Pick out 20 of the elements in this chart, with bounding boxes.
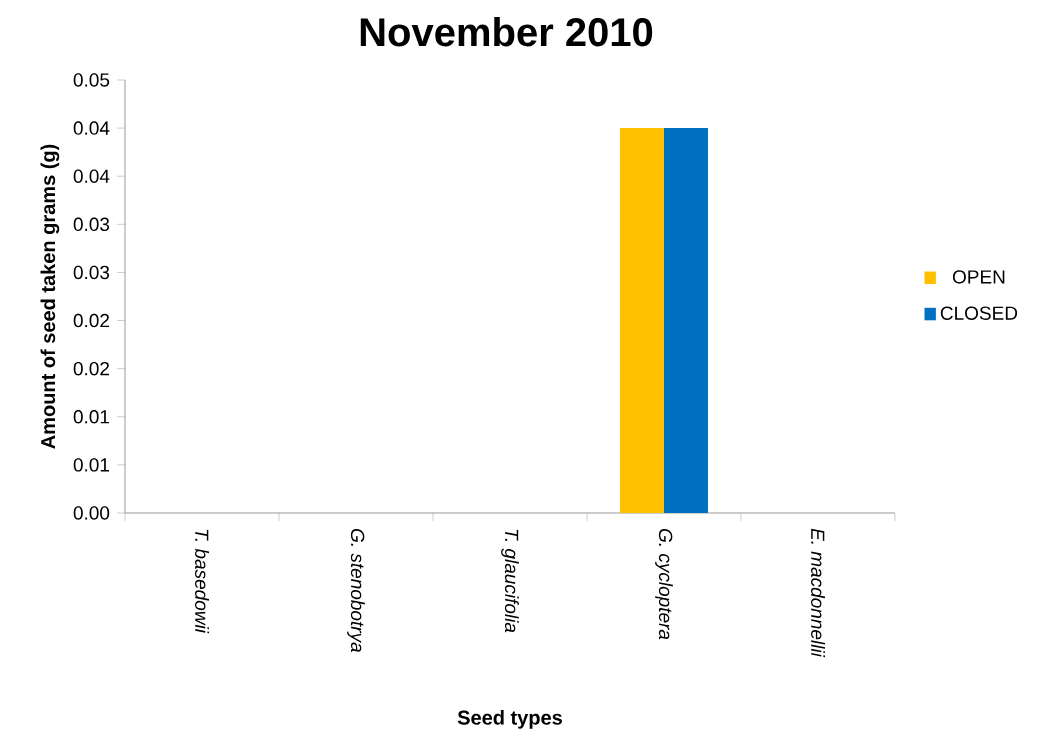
y-tick-label: 0.05 <box>73 73 110 87</box>
x-tick-label: T. glaucifolia <box>501 529 519 633</box>
y-tick-label: 0.01 <box>73 410 109 424</box>
y-tick-label: 0.03 <box>73 217 110 232</box>
x-axis-title: Seed types <box>457 710 562 729</box>
y-tick-label: 0.04 <box>73 121 110 135</box>
y-axis-title: Amount of seed taken grams (g) <box>40 144 60 449</box>
x-tick-label: T. basedowii <box>195 529 209 634</box>
legend-label: OPEN <box>952 270 1005 284</box>
y-tick-label: 0.02 <box>73 361 109 376</box>
x-tick-label: G. cycloptera <box>655 528 673 640</box>
y-tick-label: 0.02 <box>73 313 109 328</box>
x-tick-label: E. macdonnellii <box>811 528 825 658</box>
y-tick-label: 0.03 <box>73 265 110 280</box>
y-tick-label: 0.01 <box>73 458 109 472</box>
chart-title: November 2010 <box>360 17 653 47</box>
y-tick-label: 0.04 <box>73 169 110 183</box>
x-tick-label: G. stenobotrya <box>347 528 365 652</box>
y-tick-label: 0.00 <box>73 506 110 520</box>
legend-label: CLOSED <box>940 306 1018 320</box>
